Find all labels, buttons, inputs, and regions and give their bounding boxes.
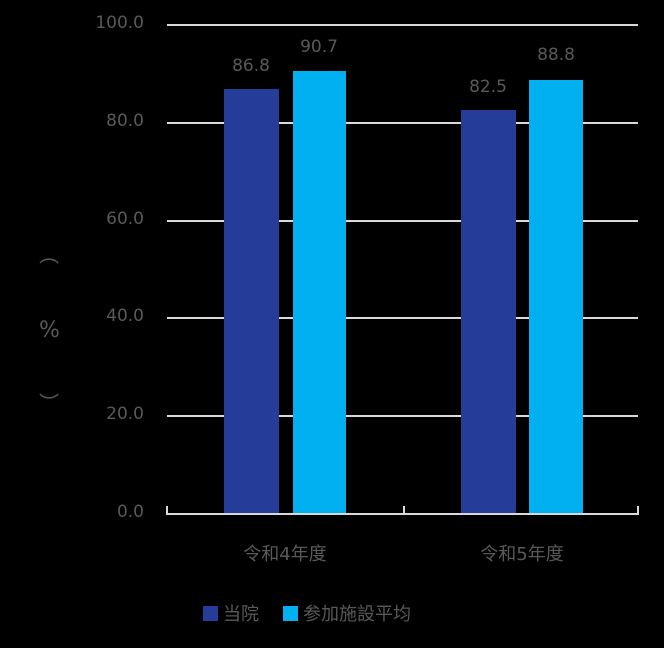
y-axis-label-unit: % — [39, 318, 60, 343]
x-axis-tick — [166, 506, 168, 515]
x-axis-line — [167, 513, 638, 515]
data-label-touin-r5: 82.5 — [469, 77, 507, 97]
y-tick-20: 20.0 — [106, 404, 144, 424]
legend-swatch-touin — [203, 605, 218, 621]
bar-touin-r5 — [461, 110, 516, 514]
x-axis-tick — [637, 506, 639, 515]
x-category-r5: 令和5年度 — [480, 544, 564, 565]
legend-label-touin: 当院 — [223, 604, 259, 625]
data-label-average-r5: 88.8 — [537, 45, 575, 65]
bar-average-r5 — [529, 80, 583, 514]
y-tick-40: 40.0 — [106, 306, 144, 326]
y-tick-80: 80.0 — [106, 111, 144, 131]
gridline-40 — [167, 317, 638, 319]
y-tick-60: 60.0 — [106, 209, 144, 229]
bar-average-r4 — [293, 71, 346, 514]
gridline-60 — [167, 220, 638, 222]
y-tick-0: 0.0 — [116, 502, 144, 522]
legend: 当院 参加施設平均 — [203, 600, 435, 626]
y-axis-label-open: （ — [36, 244, 61, 265]
x-category-r4: 令和4年度 — [243, 544, 327, 565]
y-tick-100: 100.0 — [95, 13, 144, 33]
legend-item-touin: 当院 — [203, 600, 259, 626]
legend-item-average: 参加施設平均 — [283, 600, 411, 626]
x-axis-tick — [403, 506, 405, 515]
gridline-100 — [167, 24, 638, 26]
gridline-20 — [167, 415, 638, 417]
data-label-touin-r4: 86.8 — [232, 56, 270, 76]
bar-touin-r4 — [224, 89, 279, 514]
legend-label-average: 参加施設平均 — [303, 604, 411, 625]
y-axis-label-close: ） — [36, 392, 61, 413]
gridline-80 — [167, 122, 638, 124]
data-label-average-r4: 90.7 — [300, 37, 338, 57]
legend-swatch-average — [283, 605, 298, 621]
